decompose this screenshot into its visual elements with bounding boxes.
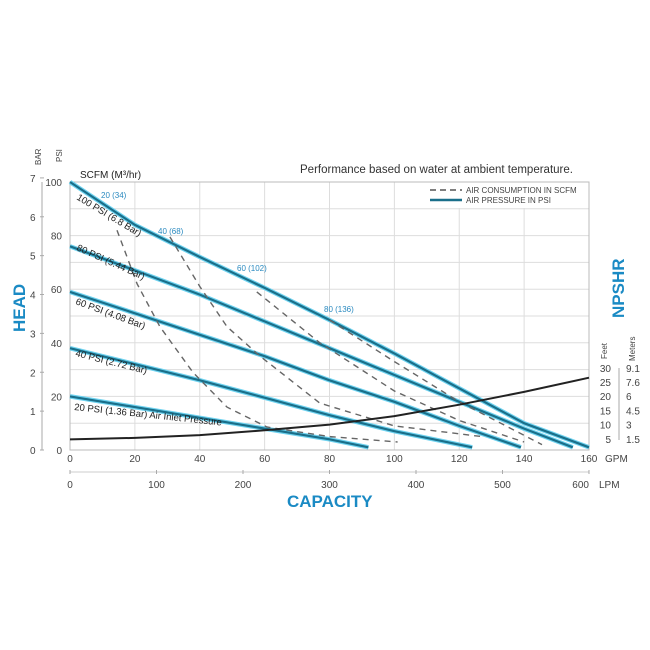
lpm-tick-label: 200	[235, 480, 252, 491]
gpm-unit: GPM	[605, 454, 628, 465]
bar-tick-label: 2	[30, 368, 36, 379]
gpm-tick-label: 140	[516, 454, 533, 465]
lpm-tick-label: 600	[572, 480, 589, 491]
label-scfm-80: 80 (136)	[324, 305, 354, 314]
feet-tick-label: 15	[600, 406, 612, 417]
gpm-tick-label: 100	[386, 454, 403, 465]
pressure-line-4	[69, 395, 369, 449]
lpm-unit: LPM	[599, 480, 620, 491]
psi-tick-label: 0	[56, 446, 62, 457]
psi-tick-label: 60	[51, 285, 63, 296]
psi-unit: PSI	[55, 149, 64, 162]
scfm-header: SCFM (M³/hr)	[80, 170, 141, 181]
legend-air-consumption: AIR CONSUMPTION IN SCFM	[466, 186, 577, 195]
air-consumption-line-2	[256, 291, 525, 443]
gpm-tick-label: 60	[259, 454, 271, 465]
bar-tick-label: 7	[30, 174, 36, 185]
lpm-tick-label: 500	[494, 480, 511, 491]
bar-tick-label: 3	[30, 329, 36, 340]
label-scfm-60: 60 (102)	[237, 264, 267, 273]
pressure-line-1	[69, 245, 574, 449]
lpm-tick-label: 400	[408, 480, 425, 491]
bar-tick-label: 4	[30, 291, 36, 302]
gpm-tick-label: 160	[581, 454, 598, 465]
gpm-tick-label: 80	[324, 454, 336, 465]
feet-tick-label: 20	[600, 392, 612, 403]
capacity-title: CAPACITY	[287, 492, 373, 511]
meters-tick-label: 9.1	[626, 364, 640, 375]
label-40-psi: 40 PSI (2.72 Bar)	[74, 348, 148, 376]
legend-background	[395, 182, 588, 208]
meters-tick-label: 1.5	[626, 435, 640, 446]
gpm-tick-label: 20	[129, 454, 141, 465]
gpm-tick-label: 40	[194, 454, 206, 465]
bar-tick-label: 0	[30, 446, 36, 457]
pressure-line-2	[69, 290, 522, 449]
gpm-tick-label: 0	[67, 454, 73, 465]
air-consumption-line-0	[116, 229, 398, 443]
bar-tick-label: 5	[30, 252, 36, 263]
feet-tick-label: 10	[600, 421, 612, 432]
meters-tick-label: 4.5	[626, 406, 640, 417]
feet-tick-label: 5	[605, 435, 611, 446]
psi-tick-label: 20	[51, 392, 63, 403]
feet-tick-label: 25	[600, 378, 612, 389]
feet-unit: Feet	[600, 342, 609, 359]
note: Performance based on water at ambient te…	[300, 164, 573, 176]
psi-tick-label: 80	[51, 232, 63, 243]
air-consumption-line-1	[169, 236, 483, 438]
pressure-line-3	[69, 347, 473, 449]
lpm-tick-label: 100	[148, 480, 165, 491]
meters-tick-label: 7.6	[626, 378, 640, 389]
lpm-tick-label: 0	[67, 480, 73, 491]
label-scfm-40: 40 (68)	[158, 227, 184, 236]
legend: AIR CONSUMPTION IN SCFM AIR PRESSURE IN …	[430, 186, 577, 205]
air-consumption-line-3	[329, 319, 543, 446]
psi-tick-label: 100	[45, 178, 62, 189]
bar-unit: BAR	[34, 148, 43, 165]
npshr-line	[69, 376, 590, 441]
lpm-tick-label: 300	[321, 480, 338, 491]
plot-frame	[69, 181, 590, 451]
gpm-tick-label: 120	[451, 454, 468, 465]
feet-tick-label: 30	[600, 364, 612, 375]
meters-tick-label: 6	[626, 392, 632, 403]
bar-tick-label: 6	[30, 213, 36, 224]
label-scfm-20: 20 (34)	[101, 191, 127, 200]
npshr-title: NPSHR	[609, 258, 628, 318]
bar-tick-label: 1	[30, 407, 36, 418]
meters-unit: Meters	[628, 337, 637, 361]
legend-air-pressure: AIR PRESSURE IN PSI	[466, 196, 551, 205]
meters-tick-label: 3	[626, 421, 632, 432]
psi-tick-label: 40	[51, 339, 63, 350]
head-title: HEAD	[10, 284, 29, 332]
